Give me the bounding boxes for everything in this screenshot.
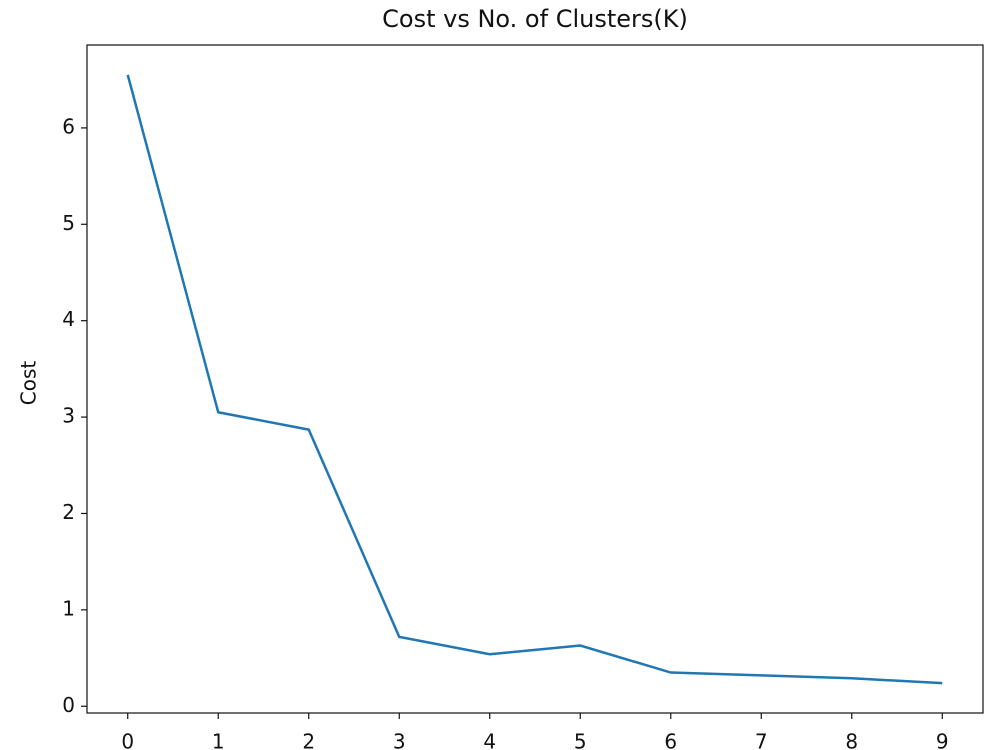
y-tick-label: 5: [62, 211, 75, 235]
x-tick-label: 9: [936, 730, 949, 750]
line: [126, 74, 943, 685]
y-axis-label: Cost: [17, 361, 41, 406]
chart-title: Cost vs No. of Clusters(K): [382, 5, 688, 33]
x-tick-label: 3: [393, 730, 406, 750]
plot-frame: [86, 44, 984, 714]
y-tick-label: 2: [62, 500, 75, 524]
x-tick-label: 5: [574, 730, 587, 750]
x-tick-label: 1: [212, 730, 225, 750]
y-tick-label: 3: [62, 404, 75, 428]
x-tick-label: 4: [483, 730, 496, 750]
y-tick-label: 1: [62, 596, 75, 620]
y-tick-label: 6: [62, 114, 75, 138]
x-tick-label: 8: [845, 730, 858, 750]
y-tick-label: 4: [62, 307, 75, 331]
x-tick-label: 6: [664, 730, 677, 750]
x-tick-label: 7: [755, 730, 768, 750]
x-tick-label: 2: [302, 730, 315, 750]
y-tick-label: 0: [62, 693, 75, 717]
x-tick-label: 0: [121, 730, 134, 750]
